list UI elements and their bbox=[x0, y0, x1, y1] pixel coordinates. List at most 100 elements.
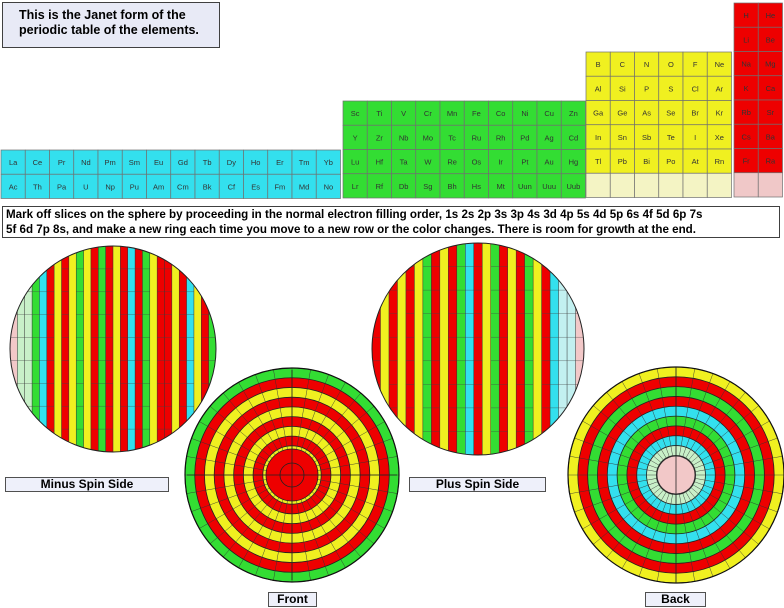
slice bbox=[456, 243, 466, 455]
title-box: This is the Janet form of the periodic t… bbox=[2, 2, 220, 48]
element-symbol: Mn bbox=[447, 109, 457, 118]
element-cell: Bh bbox=[439, 173, 465, 199]
element-symbol: Mt bbox=[496, 182, 505, 191]
element-symbol: Be bbox=[766, 35, 775, 44]
element-cell: Uub bbox=[560, 173, 586, 199]
element-symbol: Md bbox=[299, 182, 309, 191]
element-symbol: Ca bbox=[766, 84, 776, 93]
element-symbol: N bbox=[644, 60, 649, 69]
slice bbox=[68, 246, 77, 452]
element-symbol: He bbox=[766, 11, 776, 20]
element-symbol: Al bbox=[595, 84, 602, 93]
slice bbox=[422, 243, 432, 455]
element-symbol: Cl bbox=[692, 84, 699, 93]
slice bbox=[142, 246, 151, 452]
element-symbol: Pt bbox=[521, 158, 529, 167]
slice bbox=[112, 246, 121, 452]
element-symbol: Co bbox=[496, 109, 506, 118]
element-symbol: Ni bbox=[521, 109, 528, 118]
plus-spin-side-label: Plus Spin Side bbox=[409, 477, 546, 492]
element-symbol: Sm bbox=[129, 158, 140, 167]
element-symbol: Sb bbox=[642, 133, 651, 142]
element-cell bbox=[682, 172, 708, 198]
element-symbol: Au bbox=[545, 158, 554, 167]
element-symbol: La bbox=[9, 158, 18, 167]
element-cell: Fr bbox=[733, 148, 759, 174]
element-cell: Sm bbox=[121, 149, 147, 175]
element-symbol: Te bbox=[667, 133, 675, 142]
element-cell: Xe bbox=[706, 124, 732, 150]
element-symbol: Pa bbox=[57, 182, 67, 191]
slice bbox=[532, 243, 543, 455]
element-cell: Zn bbox=[560, 100, 586, 126]
slice bbox=[439, 243, 449, 455]
element-symbol: Lr bbox=[352, 182, 359, 191]
element-cell: Bk bbox=[194, 173, 220, 199]
element-cell: U bbox=[73, 173, 99, 199]
title-line-1: This is the Janet form of the bbox=[19, 8, 186, 22]
element-symbol: Tl bbox=[595, 157, 602, 166]
slice bbox=[481, 243, 492, 455]
element-cell: Li bbox=[733, 26, 759, 52]
element-cell: Te bbox=[658, 124, 684, 150]
element-cell bbox=[609, 172, 635, 198]
element-symbol: Cd bbox=[569, 133, 579, 142]
element-symbol: Pm bbox=[105, 158, 116, 167]
element-cell: K bbox=[733, 75, 759, 101]
element-symbol: U bbox=[83, 182, 88, 191]
slice bbox=[388, 243, 398, 455]
element-cell: Lr bbox=[342, 173, 368, 199]
element-cell: Y bbox=[342, 124, 368, 150]
element-symbol: Ne bbox=[715, 60, 725, 69]
element-symbol: Tm bbox=[299, 158, 310, 167]
element-symbol: Po bbox=[666, 157, 675, 166]
element-cell: Rh bbox=[488, 124, 514, 150]
element-symbol: Ce bbox=[33, 158, 43, 167]
element-symbol: Ga bbox=[593, 109, 604, 118]
slice bbox=[24, 246, 33, 452]
slice bbox=[53, 246, 63, 452]
slice bbox=[75, 246, 85, 452]
slice bbox=[186, 246, 195, 452]
slice bbox=[178, 246, 188, 452]
element-cell: Sr bbox=[757, 99, 783, 125]
element-symbol: Mg bbox=[765, 60, 775, 69]
element-symbol: Ra bbox=[766, 157, 776, 166]
element-cell: Fm bbox=[267, 173, 293, 199]
element-cell: La bbox=[0, 149, 26, 175]
element-cell: Cm bbox=[170, 173, 196, 199]
element-cell: Ni bbox=[512, 100, 538, 126]
element-symbol: Ag bbox=[545, 133, 554, 142]
element-symbol: Fe bbox=[472, 109, 481, 118]
janet-periodic-table: La Ce Pr Nd Pm Sm Eu Gd Tb Dy Ho Er Tm Yb Ac Th Pa U Np Pu A… bbox=[0, 2, 783, 199]
element-cell bbox=[757, 172, 783, 198]
element-symbol: B bbox=[596, 60, 601, 69]
element-symbol: Hs bbox=[472, 182, 481, 191]
slice bbox=[465, 243, 475, 455]
element-symbol: Gd bbox=[178, 158, 188, 167]
element-symbol: Os bbox=[472, 158, 482, 167]
element-symbol: As bbox=[642, 109, 651, 118]
element-cell: Rf bbox=[366, 173, 392, 199]
element-symbol: Es bbox=[251, 182, 260, 191]
slice bbox=[575, 243, 584, 455]
element-symbol: Hg bbox=[569, 158, 579, 167]
element-cell: Ti bbox=[366, 100, 392, 126]
slice bbox=[46, 246, 55, 452]
element-cell: Kr bbox=[706, 100, 732, 126]
element-cell: Db bbox=[391, 173, 417, 199]
element-symbol: No bbox=[324, 182, 334, 191]
element-symbol: At bbox=[692, 157, 700, 166]
element-cell: Ta bbox=[391, 149, 417, 175]
element-cell: Eu bbox=[146, 149, 172, 175]
element-symbol: Uuu bbox=[542, 182, 556, 191]
element-symbol: Sg bbox=[423, 182, 432, 191]
element-symbol: Na bbox=[741, 60, 751, 69]
slice bbox=[448, 243, 458, 455]
element-cell: Rb bbox=[733, 99, 759, 125]
element-cell: Th bbox=[24, 173, 50, 199]
element-symbol: Re bbox=[447, 158, 457, 167]
element-cell: Os bbox=[463, 149, 489, 175]
slice bbox=[566, 243, 577, 455]
